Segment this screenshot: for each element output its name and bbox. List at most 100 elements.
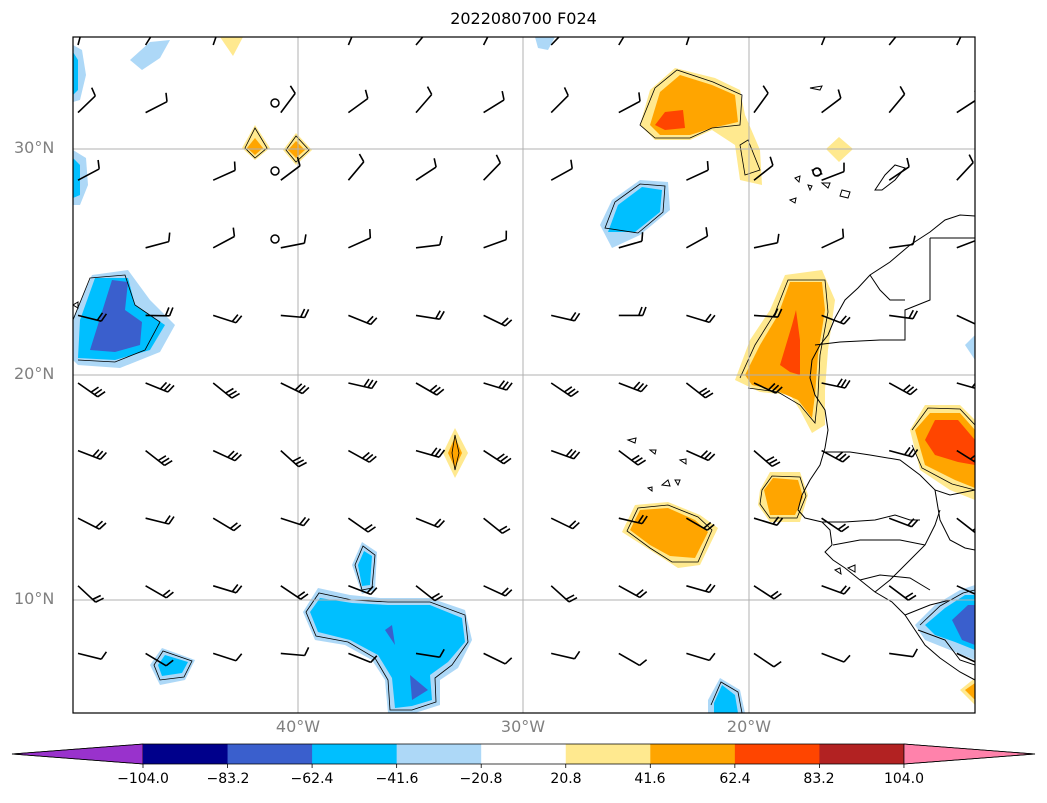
wind-barb	[483, 652, 513, 665]
colorbar-tick-label: −104.0	[117, 771, 169, 787]
wind-barb	[77, 517, 107, 530]
wind-barb	[77, 585, 104, 603]
wind-barb	[685, 382, 714, 399]
wind-barb	[483, 230, 508, 249]
wind-barb	[415, 158, 437, 181]
wind-barb	[889, 235, 916, 249]
wind-barb	[753, 652, 782, 668]
wind-barb	[618, 37, 625, 46]
colorbar-tick-label: 62.4	[719, 771, 751, 787]
wind-barb	[618, 652, 648, 667]
wind-barb	[415, 235, 443, 249]
wind-barb	[956, 449, 975, 463]
wind-barb	[348, 652, 378, 664]
colorbar-segment	[312, 744, 398, 764]
wind-barb	[686, 583, 716, 594]
colorbar-segment	[650, 744, 736, 764]
wind-barb	[280, 382, 310, 395]
colorbar-tick-label: −83.2	[206, 771, 250, 787]
wind-barb	[145, 307, 174, 317]
wind-barb	[888, 157, 910, 181]
colorbar	[11, 743, 1036, 768]
wind-barb	[956, 239, 975, 249]
wind-barb	[550, 37, 561, 46]
wind-barb	[685, 37, 690, 46]
wind-barb	[888, 37, 897, 46]
wind-barb	[415, 310, 445, 320]
wind-barb	[550, 87, 569, 114]
wind-barb	[77, 382, 106, 398]
wind-barb	[956, 585, 975, 595]
colorbar-tick-label: 41.6	[634, 771, 666, 787]
wind-barb	[415, 37, 424, 46]
wind-barb	[821, 228, 845, 249]
wind-barb	[551, 650, 581, 660]
wind-barb	[618, 381, 648, 393]
wind-barb	[415, 517, 445, 528]
wind-barb	[348, 378, 378, 390]
lon-label-40w: 40°W	[275, 717, 321, 736]
wind-barb	[686, 517, 715, 531]
wind-barb	[212, 652, 243, 662]
map-frame	[72, 36, 976, 714]
wind-barb	[956, 90, 975, 114]
wind-barb	[618, 585, 648, 599]
wind-barb	[347, 37, 353, 46]
wind-barb	[889, 648, 919, 658]
wind-barb	[348, 449, 377, 463]
wind-barb	[888, 382, 918, 396]
wind-barb	[77, 159, 100, 181]
wind-barb	[77, 87, 97, 114]
wind-barb	[415, 382, 445, 396]
wind-barb	[347, 153, 365, 181]
colorbar-segment	[396, 744, 482, 764]
colorbar-tick-label: 83.2	[803, 771, 835, 787]
colorbar-segment	[481, 744, 567, 764]
wind-barb	[145, 92, 168, 114]
colorbar-extend-min	[11, 743, 144, 765]
wind-barb	[280, 234, 307, 249]
wind-barb	[483, 449, 512, 465]
wind-barb	[618, 306, 647, 317]
contour-lines	[73, 69, 975, 713]
wind-barb	[686, 313, 716, 324]
wind-barb	[618, 449, 647, 466]
wind-barb	[212, 161, 236, 181]
wind-barb	[888, 446, 919, 458]
wind-barb	[280, 85, 296, 114]
wind-barb	[820, 37, 826, 46]
wind-barb	[145, 515, 175, 525]
colorbar-tick-label: 104.0	[883, 771, 925, 787]
gridlines	[73, 37, 975, 713]
lat-label-20n: 20°N	[14, 364, 55, 383]
wind-barb	[280, 516, 310, 527]
wind-barb	[415, 648, 445, 658]
wind-barb	[483, 314, 513, 327]
wind-barb	[753, 308, 783, 318]
wind-barb	[212, 517, 242, 532]
lon-label-20w: 20°W	[726, 717, 772, 736]
wind-barb	[956, 382, 975, 390]
wind-barb	[145, 585, 174, 599]
wind-barb	[144, 37, 152, 46]
wind-barb	[821, 314, 851, 325]
wind-barb	[348, 314, 378, 326]
wind-barb	[618, 92, 641, 114]
wind-barb	[145, 652, 174, 667]
wind-barb	[956, 517, 975, 534]
wind-barb	[753, 85, 769, 114]
wind-barb	[347, 89, 369, 114]
wind-barb	[415, 585, 444, 602]
wind-barb	[686, 449, 716, 462]
wind-barb	[821, 585, 851, 595]
wind-barb	[821, 449, 851, 463]
wind-barb	[618, 232, 644, 249]
colorbar-segment	[143, 744, 229, 764]
wind-barb	[550, 159, 573, 181]
wind-barb	[821, 652, 851, 663]
wind-barb	[821, 162, 845, 181]
map-panel	[73, 37, 975, 713]
wind-barb	[821, 378, 851, 389]
wind-barb	[415, 447, 446, 458]
